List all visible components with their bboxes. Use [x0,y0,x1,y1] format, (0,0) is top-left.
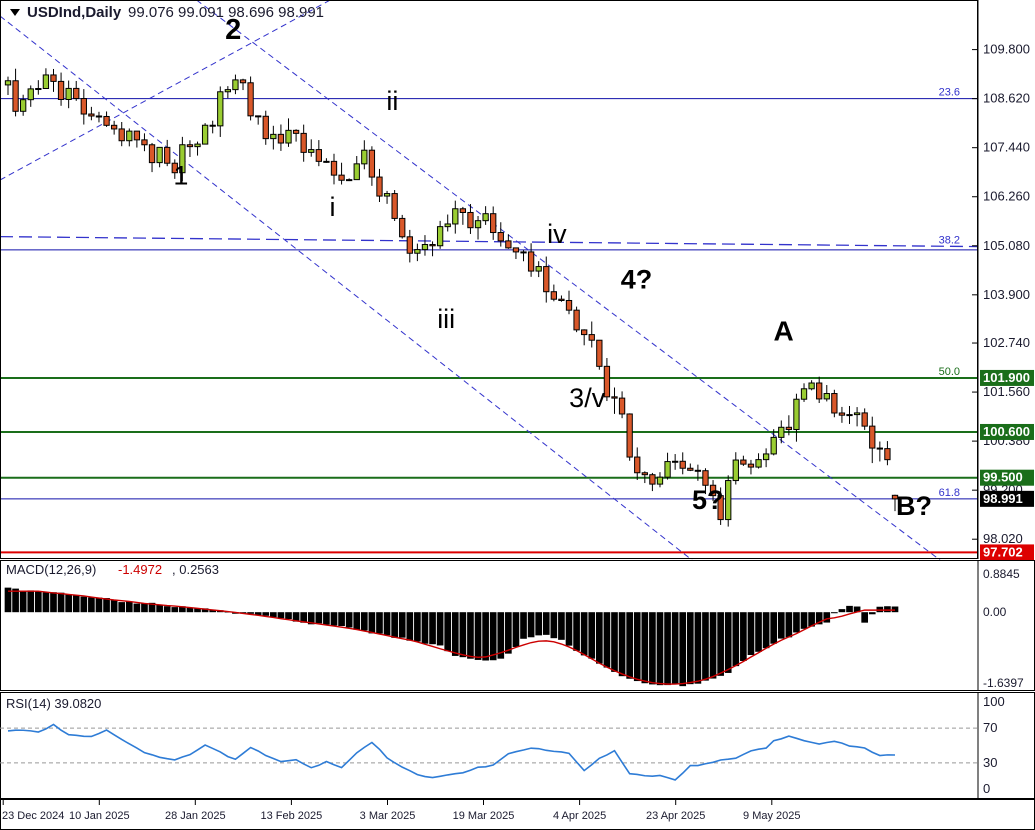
svg-text:0.00: 0.00 [983,605,1007,619]
svg-text:70: 70 [983,720,997,735]
svg-text:4 Apr 2025: 4 Apr 2025 [553,810,606,822]
svg-text:9 May 2025: 9 May 2025 [743,810,800,822]
svg-text:23 Apr 2025: 23 Apr 2025 [646,810,705,822]
svg-text:ii: ii [386,86,398,116]
svg-text:28 Jan 2025: 28 Jan 2025 [165,810,226,822]
svg-text:0.8845: 0.8845 [983,567,1020,581]
svg-text:23 Dec 2024: 23 Dec 2024 [2,810,64,822]
svg-text:iii: iii [437,304,455,334]
svg-text:101.560: 101.560 [983,384,1030,399]
svg-text:USDInd,Daily: USDInd,Daily [27,4,122,21]
svg-text:i: i [330,192,336,222]
svg-text:3 Mar 2025: 3 Mar 2025 [360,810,416,822]
svg-text:100.600: 100.600 [983,424,1030,439]
svg-text:iv: iv [547,219,567,249]
svg-text:10 Jan 2025: 10 Jan 2025 [69,810,130,822]
svg-text:-1.4972: -1.4972 [118,562,162,577]
svg-text:, 0.2563: , 0.2563 [172,562,219,577]
svg-text:1: 1 [173,161,188,191]
svg-text:5?: 5? [692,485,724,515]
svg-text:97.702: 97.702 [983,544,1023,559]
svg-text:99.500: 99.500 [983,470,1023,485]
svg-text:23.6: 23.6 [939,87,960,99]
svg-text:102.740: 102.740 [983,335,1030,350]
svg-text:19 Mar 2025: 19 Mar 2025 [453,810,515,822]
svg-text:109.800: 109.800 [983,42,1030,57]
svg-text:-1.6397: -1.6397 [983,676,1024,690]
svg-text:4?: 4? [621,265,653,295]
svg-text:B?: B? [896,491,932,521]
svg-text:99.076 99.091 98.696 98.991: 99.076 99.091 98.696 98.991 [128,4,324,21]
svg-text:0: 0 [983,781,990,796]
svg-text:107.440: 107.440 [983,140,1030,155]
svg-text:105.080: 105.080 [983,238,1030,253]
svg-text:106.260: 106.260 [983,189,1030,204]
svg-text:13 Feb 2025: 13 Feb 2025 [261,810,323,822]
svg-text:3/v: 3/v [569,383,606,413]
svg-text:50.0: 50.0 [939,366,960,378]
svg-text:A: A [773,316,793,347]
svg-text:RSI(14) 39.0820: RSI(14) 39.0820 [6,696,101,711]
svg-text:101.900: 101.900 [983,370,1030,385]
svg-text:MACD(12,26,9): MACD(12,26,9) [6,562,96,577]
svg-text:108.620: 108.620 [983,91,1030,106]
svg-text:100: 100 [983,694,1005,709]
svg-text:103.900: 103.900 [983,287,1030,302]
svg-text:30: 30 [983,755,997,770]
svg-text:61.8: 61.8 [939,487,960,499]
svg-text:98.991: 98.991 [983,491,1023,506]
svg-text:38.2: 38.2 [939,235,960,247]
